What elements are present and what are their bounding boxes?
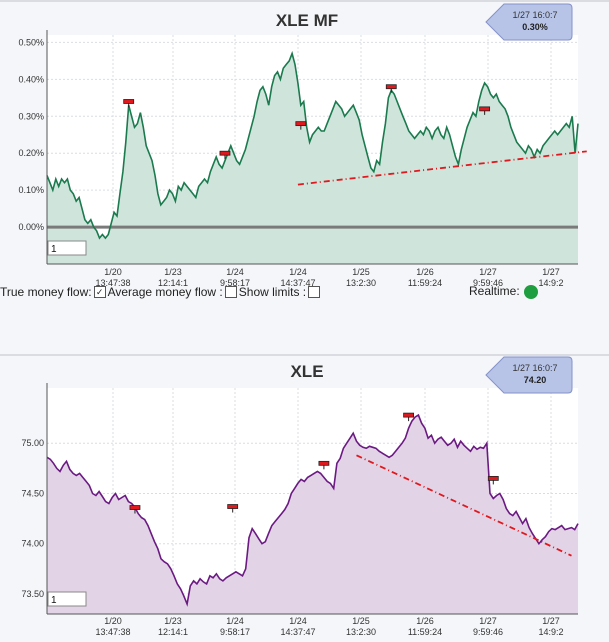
realtime-status-dot[interactable] [523,284,538,299]
average-money-flow-label: Average money flow : [107,284,223,299]
trend-line [297,150,587,186]
show-limits-checkbox[interactable] [308,285,321,298]
y-tick-label: 0.20% [18,148,44,158]
realtime-indicator: Realtime: [469,284,538,299]
y-tick-label: 74.50 [21,488,44,498]
signal-marker [129,505,141,510]
badge-value: 0.30% [522,22,548,32]
x-tick-time: 11:59:24 [408,278,442,288]
x-tick-date: 1/23 [164,616,182,626]
money-flow-controls: True money flow: ✓ Average money flow : Sho… [0,284,322,299]
x-tick-date: 1/27 [479,267,497,277]
period-input-value: 1 [51,244,57,255]
x-tick-time: 14:37:47 [280,627,315,637]
x-tick-time: 13:2:30 [346,627,376,637]
x-tick-time: 13:47:38 [95,278,130,288]
x-tick-date: 1/23 [164,267,182,277]
period-input[interactable] [47,240,87,256]
x-tick-date: 1/25 [352,616,370,626]
x-tick-date: 1/27 [542,267,560,277]
period-input[interactable] [47,591,87,607]
signal-marker [227,504,239,509]
signal-marker [479,106,491,112]
badge-value: 74.20 [524,375,547,385]
signal-marker [403,412,415,418]
x-tick-time: 12:14:1 [158,627,188,637]
x-tick-date: 1/26 [416,616,434,626]
y-tick-label: 0.30% [18,111,44,121]
badge-time: 1/27 16:0:7 [512,363,557,373]
signal-marker [295,121,307,127]
y-tick-label: 0.10% [18,185,44,195]
x-tick-date: 1/25 [352,267,370,277]
x-tick-date: 1/20 [104,267,122,277]
signal-marker [123,99,135,104]
chart-title: XLE [290,362,323,381]
true-money-flow-checkbox[interactable]: ✓ [93,285,106,298]
x-tick-time: 9:58:17 [220,278,250,288]
true-money-flow-label: True money flow: [0,284,92,299]
x-tick-date: 1/20 [104,616,122,626]
x-tick-time: 9:58:17 [220,627,250,637]
x-tick-time: 14:37:47 [280,278,315,288]
signal-marker [219,150,231,156]
last-value-badge [485,356,573,394]
realtime-label: Realtime: [469,284,520,298]
x-tick-time: 14:9:2 [538,278,563,288]
money-flow-chart: 0.50% 0.40% 0.30% 0.20% 0.10% 0.00% 1/2013:47:… [0,0,609,288]
x-tick-date: 1/27 [479,616,497,626]
period-input-value: 1 [51,595,57,606]
badge-time: 1/27 16:0:7 [512,10,557,20]
x-tick-time: 13:47:38 [95,627,130,637]
x-tick-time: 14:9:2 [538,627,563,637]
y-tick-label: 0.00% [18,222,44,232]
x-tick-time: 9:59:46 [473,627,503,637]
x-tick-time: 11:59:24 [408,627,442,637]
x-tick-date: 1/24 [226,267,244,277]
y-tick-label: 74.00 [21,539,44,549]
series-area [47,53,578,264]
y-tick-label: 73.50 [21,589,44,599]
x-tick-date: 1/24 [289,267,307,277]
series-line [46,50,579,240]
x-tick-time: 9:59:46 [473,278,503,288]
x-tick-date: 1/24 [289,616,307,626]
y-tick-label: 0.50% [18,37,44,47]
series-area [47,415,578,614]
x-tick-date: 1/24 [226,616,244,626]
x-tick-date: 1/27 [542,616,560,626]
signal-marker [318,460,330,466]
last-value-badge [485,3,573,41]
y-tick-label: 0.40% [18,74,44,84]
signal-marker [385,84,397,90]
chart-title: XLE MF [276,11,338,30]
x-tick-time: 12:14:1 [158,278,188,288]
trend-line [356,454,572,557]
y-tick-label: 75.00 [21,438,44,448]
show-limits-label: Show limits : [238,284,307,299]
average-money-flow-checkbox[interactable] [224,285,237,298]
x-tick-date: 1/26 [416,267,434,277]
x-tick-time: 13:2:30 [346,278,376,288]
signal-marker [487,475,499,481]
